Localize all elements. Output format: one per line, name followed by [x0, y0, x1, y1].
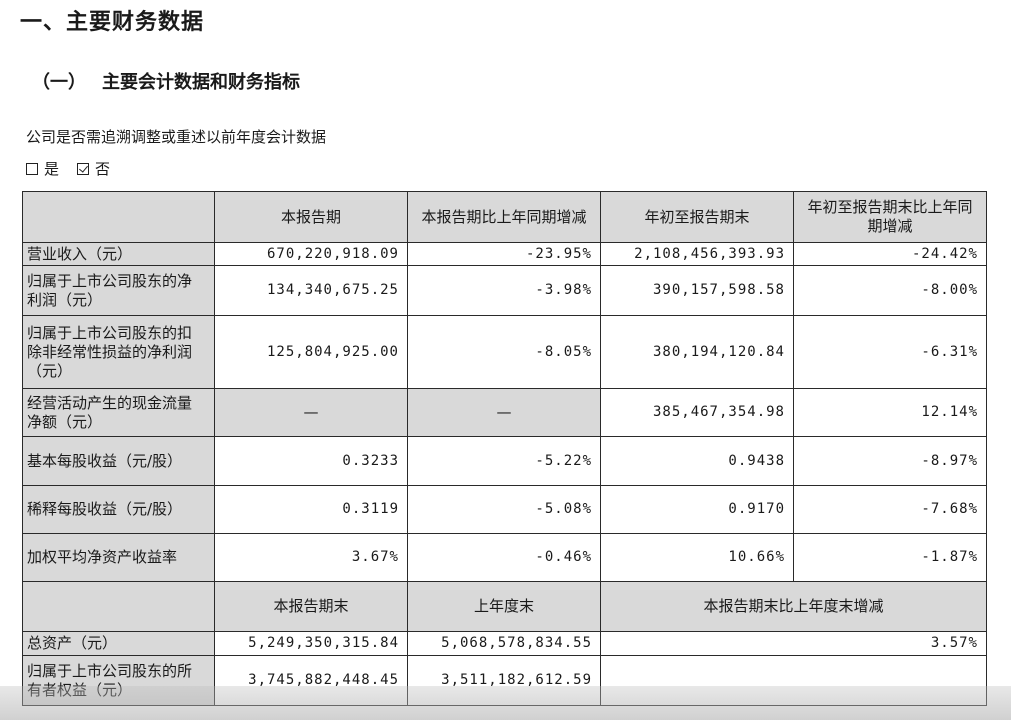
table-row: 加权平均净资产收益率 3.67% -0.46% 10.66% -1.87% [22, 533, 987, 582]
table-cell: 380,194,120.84 [600, 315, 794, 389]
table-cell: 5,249,350,315.84 [214, 631, 408, 656]
table-cell: -8.05% [407, 315, 601, 389]
table-cell: 0.9170 [600, 485, 794, 534]
table-cell: 10.66% [600, 533, 794, 582]
restatement-question: 公司是否需追溯调整或重述以前年度会计数据 [26, 128, 327, 146]
header-cell-ytd-change: 年初至报告期末比上年同期增减 [793, 191, 987, 243]
row-label: 经营活动产生的现金流量净额（元） [22, 388, 215, 437]
table-cell: 3,511,182,612.59 [407, 655, 601, 706]
header-cell-ytd: 年初至报告期末 [600, 191, 794, 243]
checkbox-yes-icon [26, 162, 38, 175]
table-cell: 2,108,456,393.93 [600, 242, 794, 266]
table-cell: 134,340,675.25 [214, 265, 408, 316]
table-cell: 390,157,598.58 [600, 265, 794, 316]
table-cell [600, 655, 987, 706]
subsection-heading: （一） 主要会计数据和财务指标 [32, 68, 300, 94]
table-cell: -8.00% [793, 265, 987, 316]
table-cell: 0.3119 [214, 485, 408, 534]
subsection-title: 主要会计数据和财务指标 [102, 72, 300, 93]
checkbox-no-checked-icon [77, 162, 90, 175]
choice-no-label: 否 [95, 160, 111, 178]
table-row: 稀释每股收益（元/股） 0.3119 -5.08% 0.9170 -7.68% [22, 485, 987, 534]
row-label: 稀释每股收益（元/股） [22, 485, 215, 534]
table-cell: -5.22% [407, 436, 601, 486]
row-label: 基本每股收益（元/股） [22, 436, 215, 486]
choice-yes-label: 是 [44, 160, 60, 178]
row-label: 营业收入（元） [22, 242, 215, 266]
table-cell: 125,804,925.00 [214, 315, 408, 389]
table-cell: 5,068,578,834.55 [407, 631, 601, 656]
header-cell-period-end: 本报告期末 [214, 581, 408, 632]
header-cell-label [22, 191, 215, 243]
table-cell: -0.46% [407, 533, 601, 582]
table-cell: -24.42% [793, 242, 987, 266]
row-label: 加权平均净资产收益率 [22, 533, 215, 582]
table-cell: 12.14% [793, 388, 987, 437]
table-cell: -6.31% [793, 315, 987, 389]
table-cell: 3.57% [600, 631, 987, 656]
subsection-number: （一） [32, 72, 86, 93]
table-cell: 0.3233 [214, 436, 408, 486]
header-cell-label [22, 581, 215, 632]
table-cell: -5.08% [407, 485, 601, 534]
table-cell: -1.87% [793, 533, 987, 582]
header-cell-current-period-change: 本报告期比上年同期增减 [407, 191, 601, 243]
header-cell-period-end-change: 本报告期末比上年度末增减 [600, 581, 987, 632]
table-cell: -8.97% [793, 436, 987, 486]
row-label: 总资产（元） [22, 631, 215, 656]
table-cell: 670,220,918.09 [214, 242, 408, 266]
table-row: 归属于上市公司股东的所有者权益（元） 3,745,882,448.45 3,51… [22, 655, 987, 706]
header-cell-current-period: 本报告期 [214, 191, 408, 243]
table-row: 经营活动产生的现金流量净额（元） — — 385,467,354.98 12.1… [22, 388, 987, 437]
header-cell-prior-year-end: 上年度末 [407, 581, 601, 632]
table-row: 归属于上市公司股东的净利润（元） 134,340,675.25 -3.98% 3… [22, 265, 987, 316]
table-cell: 385,467,354.98 [600, 388, 794, 437]
table-cell: -3.98% [407, 265, 601, 316]
table-cell: 3.67% [214, 533, 408, 582]
table-cell: — [214, 388, 408, 437]
table-cell: — [407, 388, 601, 437]
row-label: 归属于上市公司股东的扣除非经常性损益的净利润（元） [22, 315, 215, 389]
table-row: 基本每股收益（元/股） 0.3233 -5.22% 0.9438 -8.97% [22, 436, 987, 486]
financial-data-table: 本报告期 本报告期比上年同期增减 年初至报告期末 年初至报告期末比上年同期增减 … [22, 191, 987, 706]
table-header-row: 本报告期末 上年度末 本报告期末比上年度末增减 [22, 581, 987, 632]
table-cell: 0.9438 [600, 436, 794, 486]
row-label: 归属于上市公司股东的所有者权益（元） [22, 655, 215, 706]
table-cell: -7.68% [793, 485, 987, 534]
row-label: 归属于上市公司股东的净利润（元） [22, 265, 215, 316]
section-title: 一、主要财务数据 [20, 10, 205, 35]
table-cell: 3,745,882,448.45 [214, 655, 408, 706]
table-row: 总资产（元） 5,249,350,315.84 5,068,578,834.55… [22, 631, 987, 656]
table-cell: -23.95% [407, 242, 601, 266]
table-row: 归属于上市公司股东的扣除非经常性损益的净利润（元） 125,804,925.00… [22, 315, 987, 389]
table-header-row: 本报告期 本报告期比上年同期增减 年初至报告期末 年初至报告期末比上年同期增减 [22, 191, 987, 243]
table-row: 营业收入（元） 670,220,918.09 -23.95% 2,108,456… [22, 242, 987, 266]
restatement-choices: 是 否 [26, 158, 110, 179]
